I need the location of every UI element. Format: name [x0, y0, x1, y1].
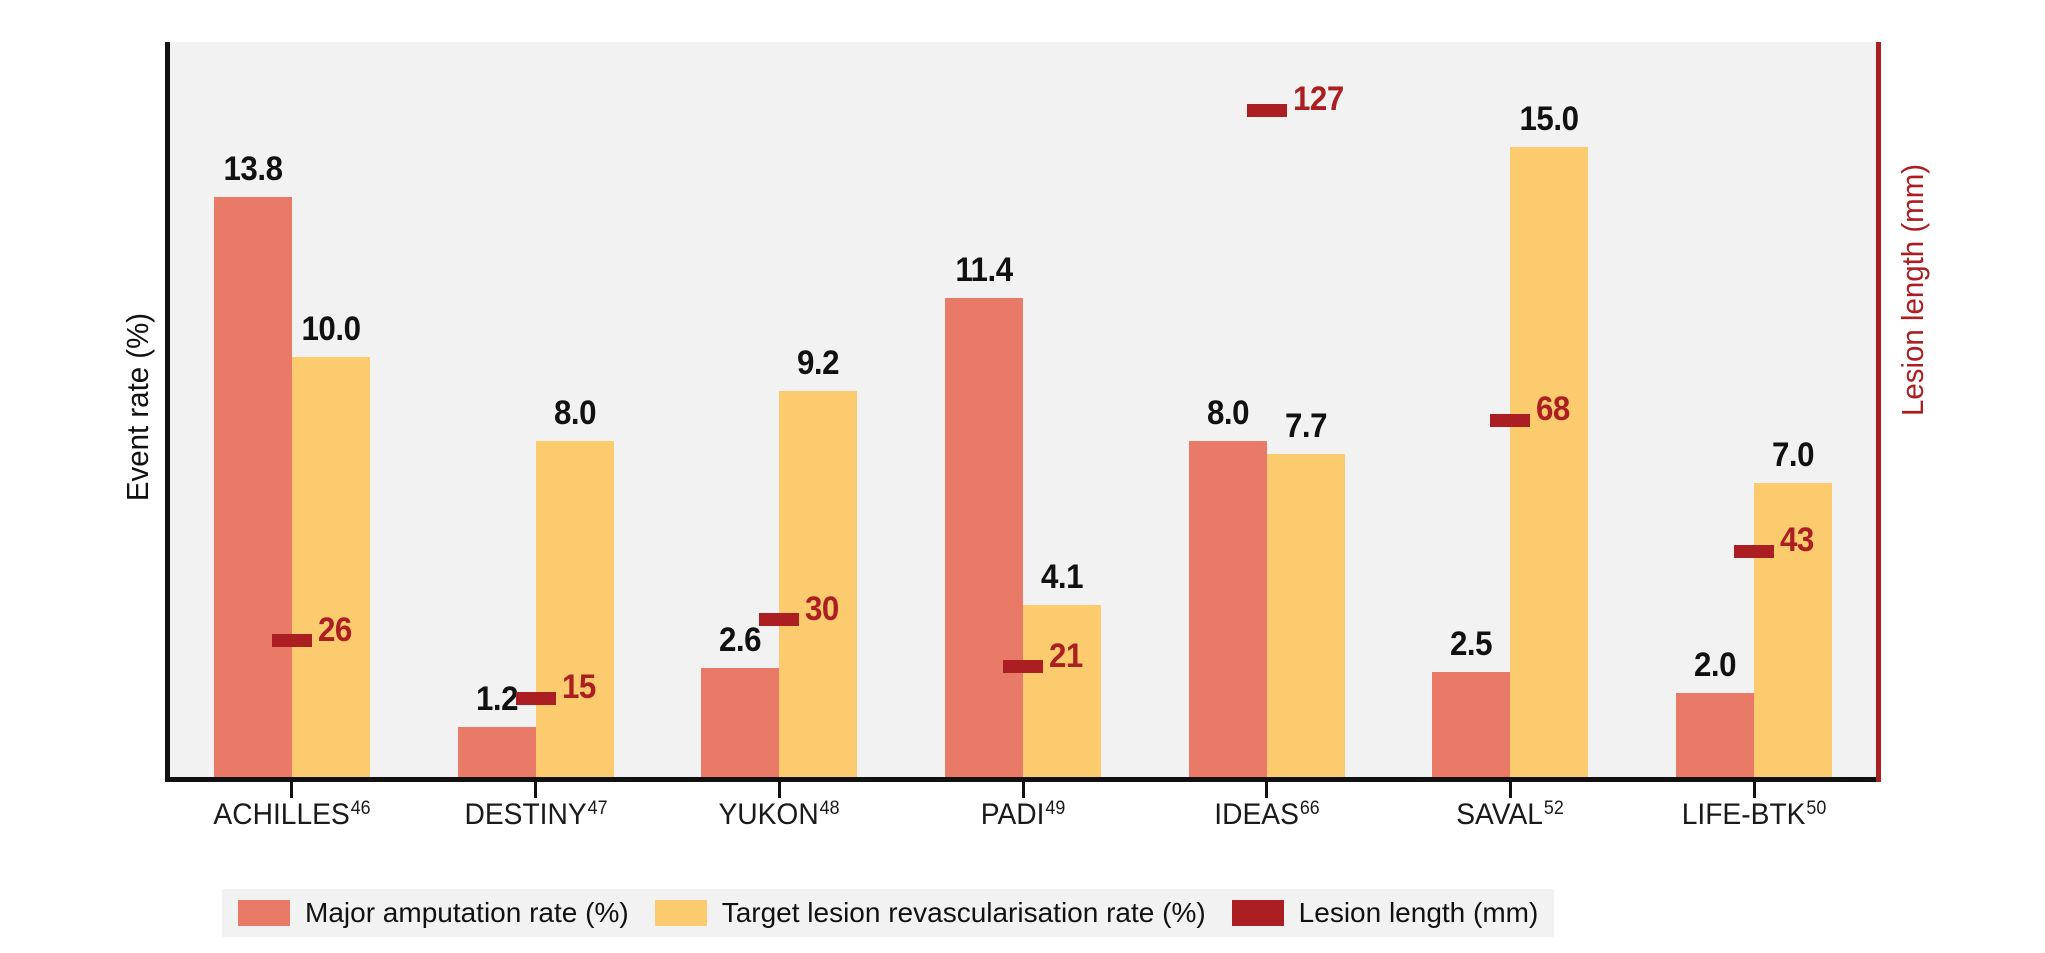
bar-major-amputation	[701, 667, 780, 777]
bar-target-lesion-revascularisation	[779, 390, 858, 777]
lesion-length-marker	[1734, 544, 1775, 558]
value-label-target-lesion-revascularisation: 15.0	[1519, 100, 1580, 138]
x-tick	[290, 782, 294, 798]
value-label-target-lesion-revascularisation: 9.2	[797, 343, 840, 382]
lesion-length-value-label: 15	[561, 668, 596, 707]
legend-label: Major amputation rate (%)	[305, 897, 629, 928]
x-category-reference: 50	[1806, 798, 1827, 819]
x-category-label: SAVAL52	[1396, 798, 1625, 832]
lesion-length-marker	[1003, 660, 1043, 674]
legend-label: Lesion length (mm)	[1298, 897, 1539, 928]
x-category-reference: 47	[587, 798, 608, 819]
value-label-target-lesion-revascularisation: 8.0	[553, 394, 597, 432]
lesion-length-marker	[1490, 413, 1531, 427]
bar-target-lesion-revascularisation	[1266, 453, 1345, 777]
y-axis-right	[1876, 42, 1881, 782]
legend-label: Target lesion revascularisation rate (%)	[721, 897, 1206, 928]
x-category-label: PADI49	[908, 798, 1137, 832]
lesion-length-value-label: 26	[317, 610, 352, 649]
bar-target-lesion-revascularisation	[291, 357, 370, 777]
bar-target-lesion-revascularisation	[1023, 604, 1101, 777]
value-label-major-amputation: 2.0	[1694, 646, 1737, 684]
x-category-text: SAVAL	[1456, 798, 1544, 831]
lesion-length-marker	[1246, 103, 1287, 117]
x-category-text: YUKON	[718, 798, 820, 831]
lesion-length-value-label: 68	[1536, 390, 1571, 428]
x-category-label: IDEAS66	[1152, 798, 1381, 832]
bar-major-amputation	[945, 298, 1023, 777]
value-label-target-lesion-revascularisation: 4.1	[1040, 557, 1084, 596]
y-axis-left	[165, 42, 170, 782]
x-tick	[1508, 782, 1512, 798]
bar-target-lesion-revascularisation	[1754, 483, 1833, 777]
lesion-length-value-label: 30	[805, 589, 840, 628]
x-category-text: PADI	[980, 798, 1045, 831]
x-category-reference: 52	[1544, 798, 1565, 819]
x-category-reference: 49	[1045, 798, 1066, 819]
legend: Major amputation rate (%) Target lesion r…	[222, 889, 1555, 937]
x-tick	[534, 782, 538, 798]
value-label-major-amputation: 2.5	[1450, 625, 1493, 663]
lesion-length-marker	[271, 634, 312, 647]
x-category-text: DESTINY	[464, 798, 587, 831]
bar-major-amputation	[1676, 693, 1755, 777]
lesion-length-value-label: 21	[1049, 636, 1083, 675]
x-category-text: LIFE-BTK	[1681, 798, 1806, 831]
x-axis	[165, 777, 1881, 782]
legend-swatch	[238, 900, 290, 926]
bar-major-amputation	[1432, 672, 1511, 777]
value-label-major-amputation: 8.0	[1206, 394, 1250, 432]
value-label-major-amputation: 2.6	[719, 620, 762, 659]
legend-swatch	[654, 900, 707, 926]
lesion-length-marker	[759, 613, 800, 626]
value-label-target-lesion-revascularisation: 7.0	[1772, 436, 1815, 474]
x-tick	[1265, 782, 1269, 798]
bar-major-amputation	[213, 197, 292, 777]
lesion-length-marker	[515, 691, 556, 705]
value-label-major-amputation: 1.2	[475, 679, 519, 718]
x-category-label: ACHILLES46	[177, 798, 406, 832]
x-category-label: DESTINY47	[421, 798, 650, 832]
value-label-major-amputation: 13.8	[223, 150, 283, 189]
x-category-text: ACHILLES	[213, 798, 350, 831]
bar-target-lesion-revascularisation	[535, 441, 614, 777]
bar-major-amputation	[457, 726, 536, 777]
legend-item: Major amputation rate (%)	[238, 897, 629, 929]
value-label-target-lesion-revascularisation: 10.0	[301, 310, 361, 348]
lesion-length-value-label: 43	[1780, 521, 1815, 560]
bar-major-amputation	[1188, 441, 1267, 777]
x-category-reference: 66	[1299, 798, 1320, 819]
value-label-target-lesion-revascularisation: 7.7	[1284, 406, 1328, 445]
value-label-major-amputation: 11.4	[955, 251, 1013, 290]
lesion-length-value-label: 127	[1292, 80, 1344, 119]
x-tick	[777, 782, 781, 798]
x-category-reference: 48	[819, 798, 840, 819]
legend-swatch	[1231, 900, 1284, 926]
legend-item: Target lesion revascularisation rate (%)	[654, 897, 1206, 929]
bar-target-lesion-revascularisation	[1510, 147, 1589, 777]
x-tick	[1752, 782, 1756, 798]
x-category-label: YUKON48	[665, 798, 894, 832]
legend-item: Lesion length (mm)	[1231, 897, 1539, 929]
x-category-reference: 46	[350, 798, 371, 819]
x-category-text: IDEAS	[1213, 798, 1299, 831]
x-tick	[1021, 782, 1025, 798]
x-category-label: LIFE-BTK50	[1639, 798, 1868, 832]
